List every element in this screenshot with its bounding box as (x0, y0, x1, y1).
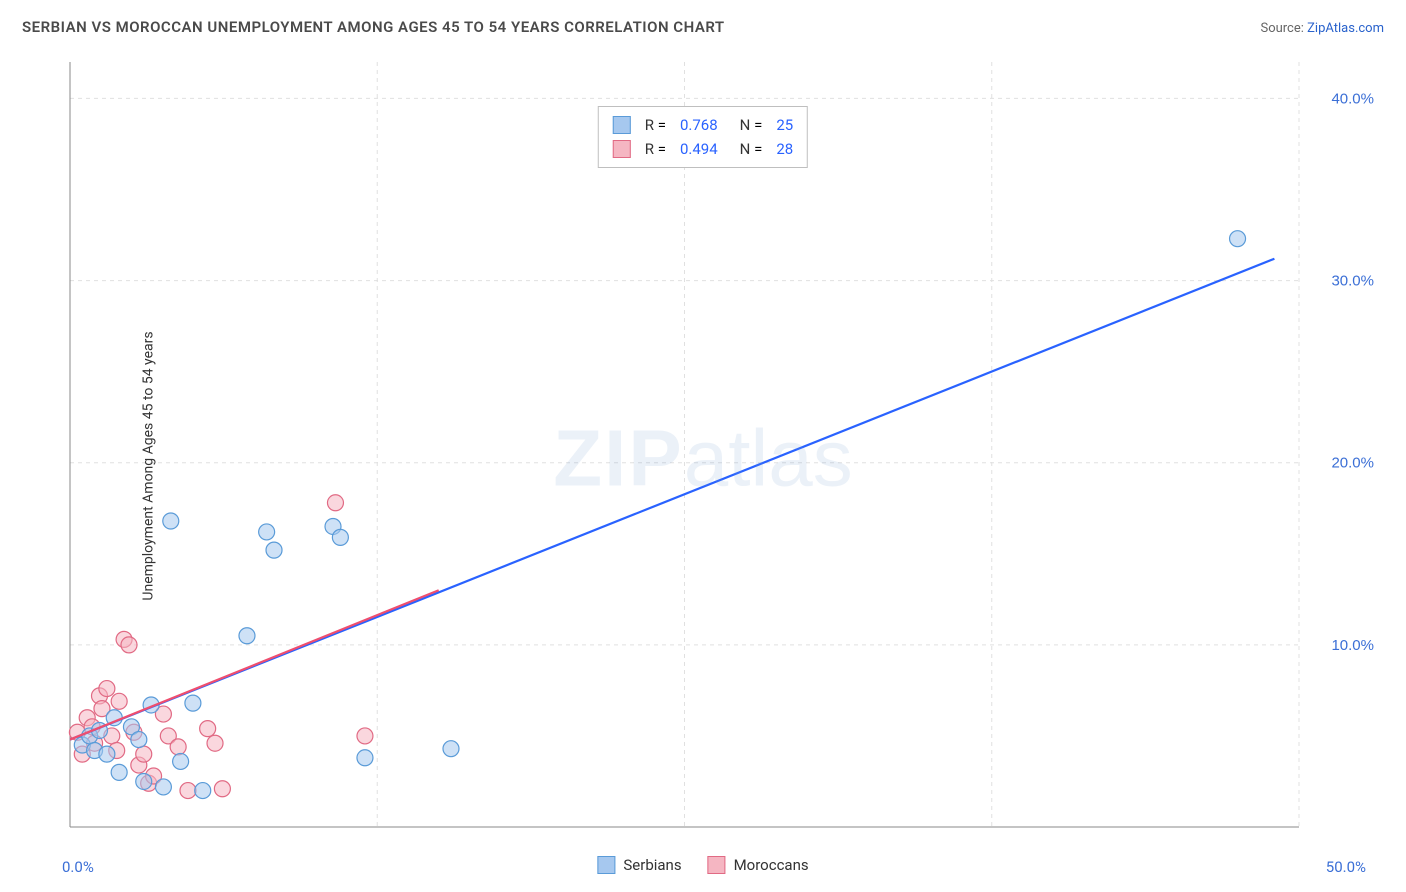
legend-row-serbians: R = 0.768 N = 25 (613, 113, 793, 137)
y-axis-label: Unemployment Among Ages 45 to 54 years (141, 331, 157, 600)
n-value-serbians: 25 (776, 113, 793, 137)
x-tick-1: 50.0% (1326, 858, 1366, 876)
chart-title: SERBIAN VS MOROCCAN UNEMPLOYMENT AMONG A… (22, 18, 725, 36)
correlation-legend: R = 0.768 N = 25 R = 0.494 N = 28 (598, 106, 808, 168)
svg-text:10.0%: 10.0% (1331, 637, 1374, 654)
svg-text:20.0%: 20.0% (1331, 455, 1374, 472)
legend-item-serbians: Serbians (597, 856, 681, 874)
swatch-moroccans-bottom (708, 856, 726, 874)
swatch-moroccans (613, 140, 631, 158)
legend-label-serbians: Serbians (623, 856, 681, 874)
svg-text:40.0%: 40.0% (1331, 90, 1374, 107)
series-legend: Serbians Moroccans (597, 856, 808, 874)
chart-container: Unemployment Among Ages 45 to 54 years 1… (22, 50, 1384, 882)
source-attribution: Source: ZipAtlas.com (1260, 21, 1384, 36)
r-value-serbians: 0.768 (680, 113, 718, 137)
svg-text:30.0%: 30.0% (1331, 273, 1374, 290)
x-tick-0: 0.0% (62, 858, 94, 876)
legend-item-moroccans: Moroccans (708, 856, 809, 874)
source-link[interactable]: ZipAtlas.com (1307, 21, 1384, 36)
scatter-chart: 10.0% 20.0% 30.0% 40.0% (22, 50, 1384, 882)
source-prefix: Source: (1260, 21, 1307, 36)
legend-row-moroccans: R = 0.494 N = 28 (613, 137, 793, 161)
swatch-serbians (613, 116, 631, 134)
legend-label-moroccans: Moroccans (734, 856, 809, 874)
n-value-moroccans: 28 (776, 137, 793, 161)
swatch-serbians-bottom (597, 856, 615, 874)
r-value-moroccans: 0.494 (680, 137, 718, 161)
